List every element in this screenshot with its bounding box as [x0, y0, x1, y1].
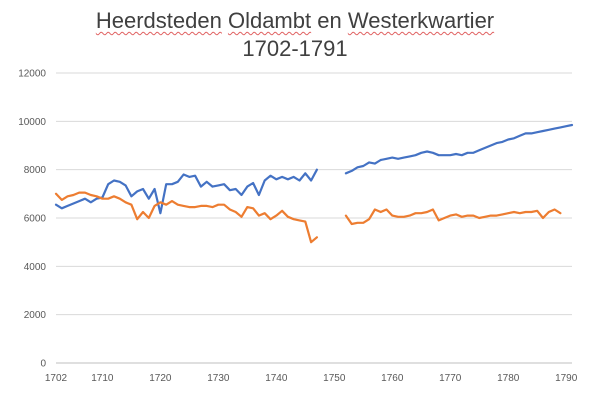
x-tick-label: 1730: [207, 373, 230, 384]
x-tick-label: 1710: [91, 373, 114, 384]
y-tick-label: 6000: [24, 214, 47, 225]
chart-title-word: Oldambt: [227, 8, 312, 33]
chart-title-line2: 1702-1791: [242, 36, 348, 61]
x-tick-label: 1770: [439, 373, 462, 384]
chart-title-word: en: [317, 8, 342, 33]
chart-title-line1: Heerdsteden Oldambt en Westerkwartier: [0, 8, 590, 34]
y-tick-label: 0: [40, 359, 46, 370]
y-tick-label: 4000: [24, 262, 47, 273]
x-tick-label: 1780: [497, 373, 520, 384]
chart-title-word: Heerdsteden: [95, 8, 222, 33]
y-tick-label: 10000: [18, 117, 46, 128]
series-2-line: [54, 191, 318, 244]
x-tick-label: 1790: [555, 373, 578, 384]
y-tick-label: 12000: [18, 69, 46, 80]
series-1-line: [344, 123, 574, 175]
x-tick-label: 1750: [323, 373, 346, 384]
series-2-line: [344, 208, 562, 226]
x-tick-label: 1740: [265, 373, 288, 384]
x-tick-label: 1702: [45, 373, 68, 384]
y-tick-label: 2000: [24, 310, 47, 321]
chart-title-word: Westerkwartier: [347, 8, 495, 33]
x-tick-label: 1720: [149, 373, 172, 384]
x-tick-label: 1760: [381, 373, 404, 384]
y-tick-label: 8000: [24, 165, 47, 176]
